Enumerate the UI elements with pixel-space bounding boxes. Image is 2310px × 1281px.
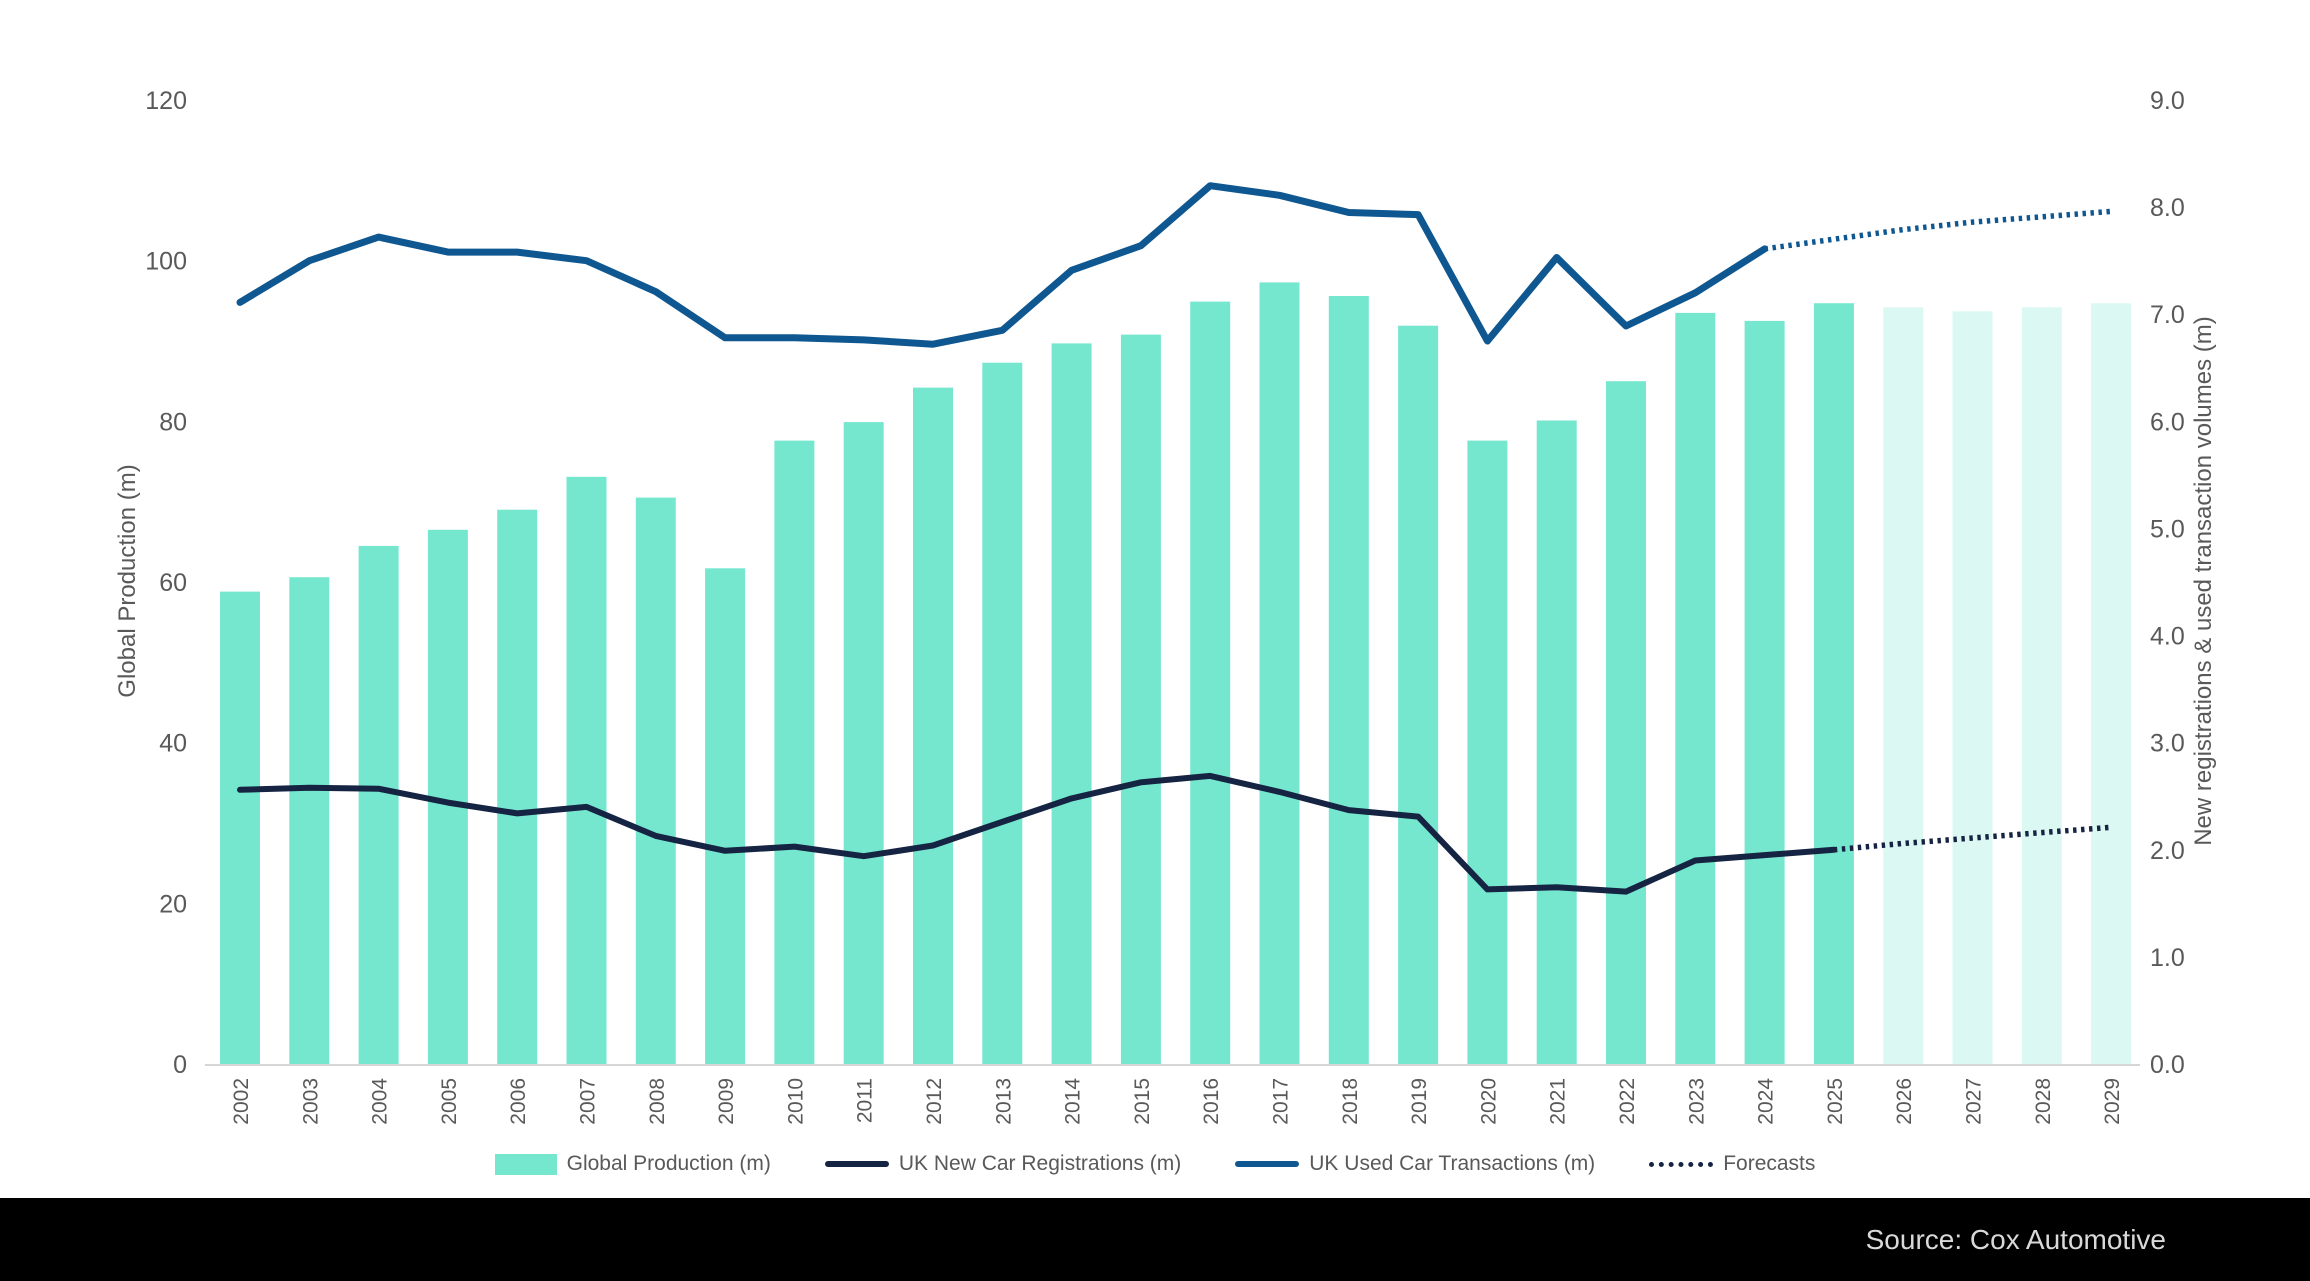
right-tick-3.0: 3.0 (2150, 730, 2185, 758)
legend-label-forecasts: Forecasts (1723, 1152, 1816, 1175)
right-axis-title: New registrations & used transaction vol… (2190, 316, 2217, 846)
year-label-2014: 2014 (1062, 1078, 1085, 1125)
bar-2006 (497, 509, 538, 1064)
right-tick-6.0: 6.0 (2150, 408, 2185, 436)
right-tick-1.0: 1.0 (2150, 944, 2185, 972)
year-label-2022: 2022 (1616, 1078, 1639, 1125)
right-tick-0.0: 0.0 (2150, 1051, 2185, 1079)
bar-2015 (1120, 334, 1161, 1065)
year-label-2024: 2024 (1755, 1078, 1778, 1125)
year-label-2027: 2027 (1963, 1078, 1986, 1125)
used-transactions-forecast-line (1764, 208, 2112, 252)
year-label-2023: 2023 (1685, 1078, 1708, 1125)
left-tick-0: 0 (173, 1051, 187, 1079)
year-label-2029: 2029 (2101, 1078, 2124, 1125)
bar-2023 (1675, 312, 1716, 1064)
right-tick-9.0: 9.0 (2150, 87, 2185, 115)
year-label-2015: 2015 (1131, 1078, 1154, 1125)
bar-2013 (982, 362, 1023, 1064)
year-label-2004: 2004 (369, 1078, 392, 1125)
bar-2011 (843, 422, 884, 1065)
bar-2025 (1813, 303, 1854, 1064)
legend-item-registrations: UK New Car Registrations (m) (824, 1152, 1182, 1176)
used-transactions-line (236, 182, 1769, 348)
right-tick-4.0: 4.0 (2150, 623, 2185, 651)
bar-2008 (635, 497, 676, 1065)
year-label-2021: 2021 (1547, 1078, 1570, 1125)
right-tick-8.0: 8.0 (2150, 194, 2185, 222)
bar-2019 (1398, 325, 1439, 1064)
year-label-2009: 2009 (715, 1078, 738, 1125)
bar-2024 (1744, 320, 1785, 1064)
bar-2003 (289, 577, 330, 1064)
right-tick-2.0: 2.0 (2150, 837, 2185, 865)
left-tick-80: 80 (159, 408, 187, 436)
year-label-2026: 2026 (1893, 1078, 1916, 1125)
bar-2002 (220, 591, 260, 1064)
year-label-2007: 2007 (577, 1078, 600, 1125)
legend-swatch-production (494, 1153, 557, 1175)
bar-2029 (2091, 303, 2132, 1064)
year-label-2017: 2017 (1270, 1078, 1293, 1125)
left-tick-120: 120 (145, 87, 187, 115)
bar-2012 (913, 387, 953, 1065)
year-label-2003: 2003 (299, 1078, 322, 1125)
bar-2028 (2021, 307, 2062, 1064)
new-registrations-forecast-line (1833, 824, 2112, 853)
bar-2022 (1606, 381, 1646, 1064)
year-label-2010: 2010 (784, 1078, 807, 1125)
year-label-2005: 2005 (438, 1078, 461, 1125)
new-registrations-line (237, 772, 1837, 895)
source-text: Source: Cox Automotive (1865, 1223, 2166, 1255)
year-label-2008: 2008 (646, 1078, 669, 1125)
bar-2009 (705, 568, 746, 1064)
left-axis-title: Global Production (m) (114, 464, 141, 698)
bar-2017 (1259, 282, 1300, 1064)
bar-2021 (1536, 420, 1577, 1064)
year-label-2020: 2020 (1477, 1078, 1500, 1125)
legend-swatch-forecasts-dotted-icon (1649, 1161, 1714, 1167)
legend-item-used: UK Used Car Transactions (m) (1235, 1152, 1595, 1176)
bar-2010 (774, 440, 815, 1065)
year-label-2019: 2019 (1408, 1078, 1431, 1125)
year-label-2018: 2018 (1339, 1078, 1362, 1125)
legend-item-production: Global Production (m) (494, 1152, 771, 1176)
year-label-2013: 2013 (992, 1078, 1015, 1125)
legend-item-forecasts: Forecasts (1649, 1152, 1815, 1176)
right-tick-5.0: 5.0 (2150, 515, 2185, 543)
legend-swatch-registrations (824, 1161, 889, 1167)
year-label-2002: 2002 (230, 1078, 253, 1125)
bar-2020 (1467, 440, 1508, 1065)
bar-2014 (1051, 343, 1092, 1064)
legend: Global Production (m) UK New Car Registr… (0, 1146, 2310, 1182)
legend-swatch-used (1235, 1161, 1300, 1167)
left-tick-20: 20 (159, 890, 187, 918)
bar-2007 (566, 476, 607, 1064)
bar-2004 (358, 545, 399, 1064)
legend-label-used: UK Used Car Transactions (m) (1309, 1152, 1596, 1175)
bar-2026 (1883, 307, 1924, 1064)
bar-2018 (1328, 296, 1369, 1064)
year-label-2016: 2016 (1200, 1078, 1223, 1125)
bar-2016 (1190, 301, 1231, 1065)
legend-label-registrations: UK New Car Registrations (m) (898, 1152, 1182, 1175)
left-tick-40: 40 (159, 730, 187, 758)
right-tick-7.0: 7.0 (2150, 301, 2185, 329)
year-label-2011: 2011 (854, 1078, 877, 1123)
year-label-2012: 2012 (923, 1078, 946, 1125)
left-tick-60: 60 (159, 569, 187, 597)
bar-2027 (1952, 311, 1993, 1064)
legend-label-production: Global Production (m) (566, 1152, 771, 1175)
year-label-2006: 2006 (507, 1078, 530, 1125)
year-label-2025: 2025 (1824, 1078, 1847, 1125)
year-label-2028: 2028 (2032, 1078, 2055, 1125)
left-tick-100: 100 (145, 248, 187, 276)
source-bar: Source: Cox Automotive (0, 1198, 2310, 1281)
